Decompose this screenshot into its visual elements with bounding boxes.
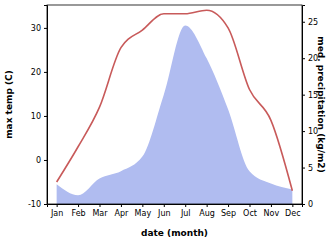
tick: 15 [302,91,318,100]
tick-label: Jul [180,209,191,218]
tick-label: Jan [50,209,63,218]
x-axis: Jan Feb Mar Apr May Jun Jul Aug Sep Oct Nov Dec [48,204,303,218]
tick: 10 [31,112,47,121]
tick-label: Feb [71,209,85,218]
tick-mark [271,204,272,207]
tick-mark [292,204,293,207]
tick-label: 5 [308,164,313,173]
tick-mark [302,168,305,169]
y-axis-title: max temp (C) [4,70,14,139]
tick-mark [44,204,47,205]
tick-label: 25 [308,18,318,27]
tick-mark [207,204,208,207]
tick-label: Aug [199,209,215,218]
tick-mark [44,160,47,161]
tick: 0 [302,200,313,209]
tick: Jul [180,204,191,218]
tick-mark [302,22,305,23]
y2-axis: 0 5 10 15 20 25 [302,6,318,210]
tick-mark [250,204,251,207]
frame [47,5,302,204]
axis-line [48,205,303,208]
tick-mark [302,95,305,96]
tick-mark [44,72,47,73]
axis-line [44,6,48,205]
tick-label: Jun [157,209,171,218]
tick-mark [78,204,79,207]
tick: May [135,204,152,218]
tick-label: Dec [285,209,300,218]
tick: -10 [28,200,47,209]
tick: 20 [302,54,318,63]
tick-mark [302,204,305,205]
y2-axis-title: med. precipitation (kg/m2) [316,36,326,172]
temperature-line [57,10,293,191]
tick-label: May [135,209,152,218]
tick-mark [228,204,229,207]
precipitation-area [57,25,293,204]
tick-label: 20 [31,68,41,77]
tick-label: 0 [36,156,41,165]
chart: Jan Feb Mar Apr May Jun Jul Aug Sep Oct Nov Dec -10 0… [0,0,326,242]
tick: Aug [199,204,215,218]
y-axis: -10 0 10 20 30 [28,6,48,210]
tick: Sep [221,204,236,218]
tick-mark [164,204,165,207]
tick: Jun [157,204,171,218]
tick: 10 [302,127,318,136]
x-axis-title: date (month) [141,228,208,238]
tick: Jan [50,204,63,218]
tick: 0 [36,156,47,165]
axis-line [303,6,306,205]
tick-label: 10 [31,112,41,121]
tick-mark [185,204,186,207]
tick-label: Oct [243,209,257,218]
tick: Dec [285,204,300,218]
tick-mark [44,116,47,117]
tick-mark [142,204,143,207]
tick-mark [302,58,305,59]
tick-mark [121,204,122,207]
tick-label: Apr [115,209,130,218]
tick-label: Mar [92,209,108,218]
tick: Feb [71,204,85,218]
tick: Apr [115,204,130,218]
tick-mark [44,28,47,29]
tick-mark [100,204,101,207]
tick: Oct [243,204,257,218]
tick-label: 0 [308,200,313,209]
marks [57,10,293,204]
tick: 20 [31,68,47,77]
tick-mark [302,131,305,132]
tick: Nov [264,204,280,218]
plot: Jan Feb Mar Apr May Jun Jul Aug Sep Oct Nov Dec -10 0… [28,5,318,218]
tick-label: 30 [31,24,41,33]
tick: 30 [31,24,47,33]
tick: Mar [92,204,108,218]
tick: 25 [302,18,318,27]
tick-label: Nov [264,209,280,218]
tick-label: -10 [28,200,41,209]
tick: 5 [302,164,313,173]
tick-mark [57,204,58,207]
tick-label: Sep [221,209,236,218]
